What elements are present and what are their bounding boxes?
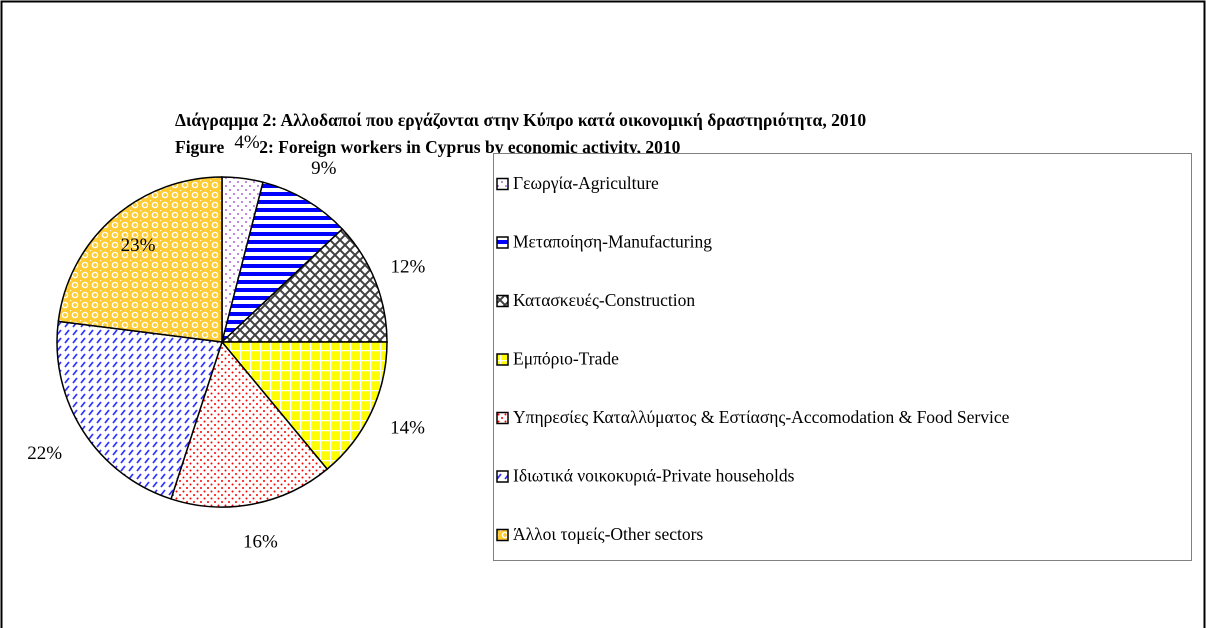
data-label: 14% <box>390 418 425 439</box>
pie-slice <box>170 340 329 508</box>
legend-swatch <box>496 294 509 308</box>
legend-label: Ιδιωτικά νοικοκυριά-Private households <box>513 466 795 486</box>
data-label: 4% <box>234 132 260 153</box>
pie-slice <box>57 176 223 343</box>
pie-slice <box>220 181 344 345</box>
chart-title: Διάγραμμα 2: Αλλοδαποί που εργάζονται στ… <box>175 110 866 130</box>
legend-swatch <box>496 177 509 191</box>
pie-slice <box>220 341 388 471</box>
legend-swatch <box>496 470 509 483</box>
data-label: 16% <box>243 532 278 553</box>
legend-label: Υπηρεσίες Καταλλύματος & Εστίασης-Accomo… <box>513 407 1010 427</box>
data-label: 22% <box>27 443 62 464</box>
legend-label: Μεταποίηση-Manufacturing <box>513 232 712 252</box>
legend-swatch <box>496 411 509 425</box>
data-label: 9% <box>311 158 337 179</box>
legend-label: Άλλοι τομείς-Other sectors <box>513 524 703 544</box>
legend-swatch <box>496 528 509 542</box>
legend-swatch <box>496 236 509 249</box>
legend-label: Γεωργία-Agriculture <box>513 173 659 193</box>
pie-slice <box>220 227 388 343</box>
data-label: 12% <box>391 257 426 278</box>
legend-box <box>493 153 1192 561</box>
legend-label: Κατασκευές-Construction <box>513 290 695 310</box>
legend-swatch <box>496 353 509 366</box>
chart-title: Figure 2: Foreign workers in Cyprus by e… <box>175 137 681 157</box>
pie-slice <box>56 320 223 500</box>
data-label: 23% <box>121 235 156 256</box>
legend-label: Εμπόριο-Trade <box>513 349 619 369</box>
